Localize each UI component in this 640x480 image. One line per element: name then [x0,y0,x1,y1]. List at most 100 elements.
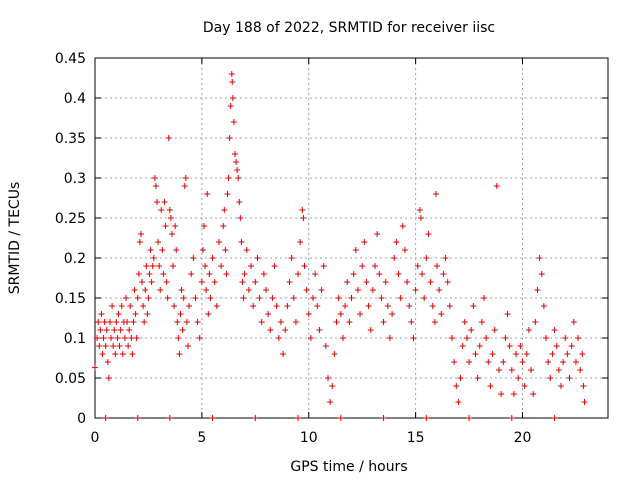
data-point [199,247,206,253]
data-point [229,79,236,85]
data-point [463,335,470,341]
data-point [237,215,244,221]
data-point [151,175,158,181]
data-point [297,239,304,245]
data-point [504,311,511,317]
data-point [399,223,406,229]
data-point [560,359,567,365]
data-point [114,335,121,341]
data-point [461,319,468,325]
data-point [152,183,159,189]
data-point [240,295,247,301]
data-point [455,399,462,405]
data-point [102,343,109,349]
data-point [466,359,473,365]
data-point [248,263,255,269]
data-point [474,375,481,381]
data-point [129,351,136,357]
data-point [198,279,205,285]
data-point [566,375,573,381]
data-point [331,351,338,357]
data-point [153,199,160,205]
data-point [224,191,231,197]
data-point [357,311,364,317]
data-point [101,319,108,325]
data-point [440,271,447,277]
data-point [178,287,185,293]
data-point [108,335,115,341]
data-point [134,415,141,421]
data-point [346,319,353,325]
data-point [432,191,439,197]
data-point [508,415,515,421]
data-point [263,287,269,293]
data-point [239,279,246,285]
data-point [220,223,227,229]
x-axis-label: GPS time / hours [290,459,407,475]
data-point [149,263,156,269]
data-point [113,319,120,325]
data-point [130,319,137,325]
data-point [256,295,263,301]
data-point [543,335,550,341]
data-point [427,279,434,285]
data-point [110,343,117,349]
data-point [131,287,138,293]
data-point [423,415,430,421]
data-point [265,311,272,317]
data-points [92,71,588,421]
data-point [419,271,426,277]
data-point [174,319,181,325]
data-point [277,319,284,325]
data-point [134,295,141,301]
data-point [258,319,265,325]
data-point [568,343,575,349]
data-point [275,335,282,341]
data-point [146,271,153,277]
data-point [173,247,180,253]
data-point [365,303,372,309]
data-point [350,271,357,277]
data-point [540,303,547,309]
data-point [521,383,528,389]
data-point [459,343,466,349]
data-point [100,335,107,341]
data-point [122,295,129,301]
data-point [337,415,344,421]
data-point [380,415,387,421]
data-point [124,319,131,325]
data-point [204,191,211,197]
data-point [271,263,278,269]
data-point [438,311,445,317]
y-tick-label: 0.15 [55,291,86,307]
data-point [118,303,125,309]
data-point [102,415,109,421]
data-point [538,271,545,277]
data-point [361,239,368,245]
data-point [498,391,505,397]
data-point [575,335,582,341]
data-point [369,287,376,293]
data-point [577,367,584,373]
data-point [103,327,110,333]
data-point [179,327,186,333]
data-point [218,263,225,269]
plot-frame [94,57,609,419]
data-point [284,303,291,309]
data-point [166,207,173,213]
data-point [144,311,151,317]
data-point [572,359,579,365]
data-point [280,351,287,357]
x-tick-label: 5 [197,430,206,446]
data-point [337,311,344,317]
data-point [221,207,228,213]
data-point [431,319,438,325]
data-point [186,303,193,309]
data-point [551,415,558,421]
data-point [500,359,507,365]
data-point [374,231,381,237]
data-point [523,351,530,357]
data-point [397,295,404,301]
data-point [177,311,184,317]
